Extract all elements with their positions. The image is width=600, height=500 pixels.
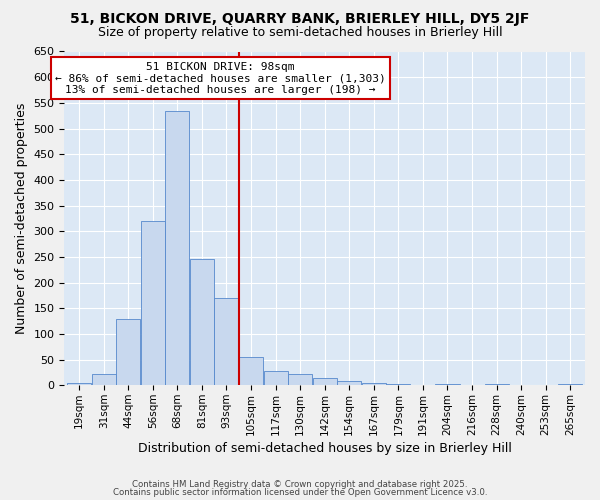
Bar	[313, 378, 337, 386]
Bar	[362, 382, 386, 386]
Bar	[436, 384, 460, 386]
Bar	[141, 221, 165, 386]
Bar	[190, 260, 214, 386]
Text: 51 BICKON DRIVE: 98sqm
← 86% of semi-detached houses are smaller (1,303)
13% of : 51 BICKON DRIVE: 98sqm ← 86% of semi-det…	[55, 62, 386, 94]
Y-axis label: Number of semi-detached properties: Number of semi-detached properties	[15, 102, 28, 334]
Bar	[166, 110, 190, 386]
Bar	[337, 381, 361, 386]
Bar	[558, 384, 582, 386]
Bar	[485, 384, 509, 386]
Text: Size of property relative to semi-detached houses in Brierley Hill: Size of property relative to semi-detach…	[98, 26, 502, 39]
X-axis label: Distribution of semi-detached houses by size in Brierley Hill: Distribution of semi-detached houses by …	[138, 442, 512, 455]
Bar	[263, 372, 287, 386]
Bar	[386, 384, 410, 386]
Bar	[67, 382, 91, 386]
Text: 51, BICKON DRIVE, QUARRY BANK, BRIERLEY HILL, DY5 2JF: 51, BICKON DRIVE, QUARRY BANK, BRIERLEY …	[70, 12, 530, 26]
Bar	[239, 357, 263, 386]
Bar	[92, 374, 116, 386]
Bar	[288, 374, 312, 386]
Bar	[214, 298, 239, 386]
Text: Contains public sector information licensed under the Open Government Licence v3: Contains public sector information licen…	[113, 488, 487, 497]
Bar	[116, 318, 140, 386]
Text: Contains HM Land Registry data © Crown copyright and database right 2025.: Contains HM Land Registry data © Crown c…	[132, 480, 468, 489]
